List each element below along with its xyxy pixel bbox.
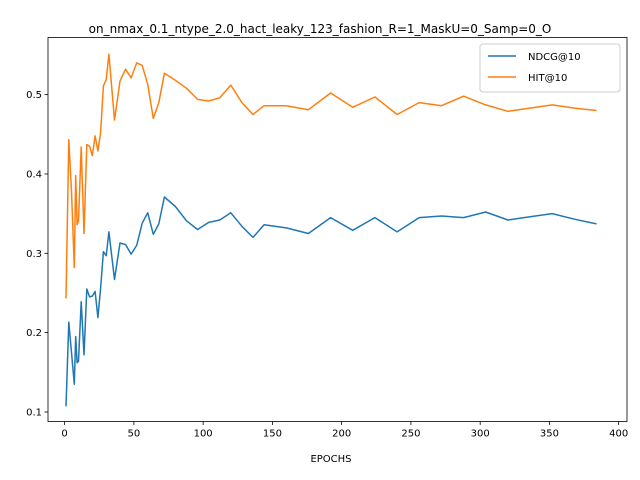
- chart-title: on_nmax_0.1_ntype_2.0_hact_leaky_123_fas…: [89, 22, 552, 36]
- x-tick-label: 100: [194, 429, 213, 440]
- y-tick-label: 0.1: [26, 407, 42, 418]
- x-axis: 0 50 100 150 200 250 300 350 400: [61, 421, 628, 440]
- x-tick-label: 200: [332, 429, 351, 440]
- y-tick-label: 0.2: [26, 328, 42, 339]
- x-tick-label: 0: [61, 429, 67, 440]
- series-line-hit-10: [65, 53, 597, 299]
- x-tick-label: 350: [540, 429, 559, 440]
- y-tick-label: 0.3: [26, 249, 42, 260]
- y-tick-label: 0.5: [26, 90, 42, 101]
- x-tick-label: 300: [471, 429, 490, 440]
- x-tick-label: 50: [128, 429, 141, 440]
- plot-frame: [47, 37, 628, 422]
- y-axis: 0.1 0.2 0.3 0.4 0.5: [26, 90, 48, 418]
- x-tick-label: 150: [263, 429, 282, 440]
- x-tick-label: 250: [401, 429, 420, 440]
- series-lines: [65, 53, 597, 407]
- legend-label: HIT@10: [528, 73, 567, 84]
- x-axis-label: EPOCHS: [310, 454, 351, 465]
- series-line-ndcg-10: [65, 196, 597, 407]
- x-tick-label: 400: [609, 429, 628, 440]
- y-tick-label: 0.4: [26, 169, 42, 180]
- legend: NDCG@10 HIT@10: [479, 43, 621, 93]
- legend-label: NDCG@10: [528, 52, 581, 63]
